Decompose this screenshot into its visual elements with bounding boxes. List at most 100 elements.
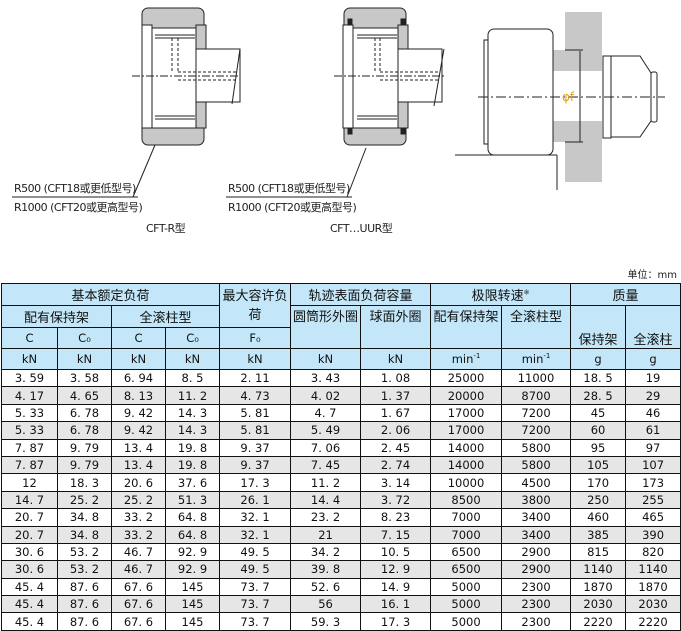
- table-cell: 34. 2: [290, 542, 362, 562]
- table-cell: 87. 6: [57, 595, 112, 614]
- middle-caption: CFT…UUR型: [330, 222, 393, 235]
- unit-label: 单位：mm: [627, 270, 677, 281]
- table-cell: 2. 11: [219, 368, 292, 388]
- table-cell: 67. 6: [111, 577, 166, 597]
- table-cell: 9. 37: [219, 455, 292, 475]
- table-cell: 4500: [501, 473, 572, 492]
- table-cell: 5000: [430, 577, 503, 597]
- cam-follower-drawings: φf: [12, 7, 665, 198]
- table-cell: 45: [570, 403, 627, 423]
- table-cell: 17000: [430, 403, 503, 423]
- table-cell: 173: [625, 473, 681, 492]
- speed-with-cage-header: 配有保持架: [430, 305, 503, 349]
- table-cell: 8500: [430, 490, 503, 510]
- table-cell: 4. 7: [290, 403, 362, 423]
- table-row: 5. 33 6. 78 9. 42 14. 3 5. 81 5. 49 2. 06 17000…: [1, 421, 681, 440]
- table-cell: 61: [625, 421, 681, 440]
- c-header: C: [1, 327, 58, 349]
- table-cell: 33. 2: [111, 525, 166, 544]
- unit-kn: kN: [164, 348, 221, 370]
- table-cell: 6. 78: [57, 421, 112, 440]
- table-cell: 7. 15: [360, 525, 432, 544]
- unit-min-text: min: [521, 352, 544, 366]
- table-cell: 1. 67: [360, 403, 432, 423]
- table-cell: 67. 6: [111, 612, 166, 631]
- table-cell: 37. 6: [164, 473, 221, 492]
- limit-speed-header: 极限转速※: [430, 283, 572, 306]
- table-cell: 460: [570, 508, 627, 527]
- table-cell: 14000: [430, 455, 503, 475]
- table-cell: 19. 8: [164, 438, 221, 457]
- table-cell: 3400: [501, 508, 572, 527]
- table-cell: 12. 9: [360, 560, 432, 579]
- table-cell: 7. 87: [1, 438, 58, 457]
- table-cell: 12: [1, 473, 58, 492]
- table-cell: 64. 8: [164, 525, 221, 544]
- table-row: 3. 59 3. 58 6. 94 8. 5 2. 11 3. 43 1. 08 25000 1…: [1, 368, 681, 388]
- table-cell: 17. 3: [360, 612, 432, 631]
- table-cell: 7000: [430, 525, 503, 544]
- table-cell: 73. 7: [219, 577, 292, 597]
- table-cell: 23. 2: [290, 508, 362, 527]
- table-cell: 29: [625, 386, 681, 405]
- table-cell: 45. 4: [1, 595, 58, 614]
- table-cell: 73. 7: [219, 612, 292, 631]
- mass-cage-header: 保持架: [570, 305, 627, 349]
- table-cell: 2220: [625, 612, 681, 631]
- spherical-header: 球面外圈: [360, 305, 432, 349]
- table-cell: 53. 2: [57, 542, 112, 562]
- table-cell: 255: [625, 490, 681, 510]
- table-cell: 170: [570, 473, 627, 492]
- table-cell: 97: [625, 438, 681, 457]
- table-cell: 53. 2: [57, 560, 112, 579]
- table-cell: 21: [290, 525, 362, 544]
- table-cell: 8. 5: [164, 368, 221, 388]
- table-cell: 14. 9: [360, 577, 432, 597]
- mass-full-header: 全滚柱: [625, 305, 681, 349]
- table-cell: 5. 81: [219, 403, 292, 423]
- table-cell: 60: [570, 421, 627, 440]
- table-cell: 59. 3: [290, 612, 362, 631]
- table-cell: 20. 7: [1, 508, 58, 527]
- table-cell: 11. 2: [290, 473, 362, 492]
- table-cell: 4. 73: [219, 386, 292, 405]
- table-body: 3. 59 3. 58 6. 94 8. 5 2. 11 3. 43 1. 08 25000 1…: [1, 368, 681, 631]
- table-cell: 145: [164, 612, 221, 631]
- unit-min-exp: -1: [543, 352, 551, 361]
- table-cell: 7. 87: [1, 455, 58, 475]
- table-cell: 14. 3: [164, 403, 221, 423]
- table-cell: 46. 7: [111, 560, 166, 579]
- max-load-header: 最大容许负荷: [219, 283, 292, 328]
- table-cell: 4. 02: [290, 386, 362, 405]
- table-cell: 10. 5: [360, 542, 432, 562]
- table-cell: 465: [625, 508, 681, 527]
- table-cell: 3400: [501, 525, 572, 544]
- table-row: 4. 17 4. 65 8. 13 11. 2 4. 73 4. 02 1. 37 20000…: [1, 386, 681, 405]
- c0-header: C₀: [57, 327, 112, 349]
- table-cell: 25. 2: [57, 490, 112, 510]
- unit-min: min-1: [430, 348, 503, 370]
- table-cell: 11000: [501, 368, 572, 388]
- table-cell: 1. 08: [360, 368, 432, 388]
- table-cell: 5. 49: [290, 421, 362, 440]
- table-cell: 3800: [501, 490, 572, 510]
- unit-kn: kN: [57, 348, 112, 370]
- table-cell: 46: [625, 403, 681, 423]
- unit-g: g: [570, 348, 627, 370]
- table-cell: 20. 7: [1, 525, 58, 544]
- c0-full-header: C₀: [164, 327, 221, 349]
- table-cell: 5800: [501, 455, 572, 475]
- table-row: 20. 7 34. 8 33. 2 64. 8 32. 1 23. 2 8. 23 7000 3…: [1, 508, 681, 527]
- table-row: 5. 33 6. 78 9. 42 14. 3 5. 81 4. 7 1. 67 17000 7…: [1, 403, 681, 423]
- table-cell: 28. 5: [570, 386, 627, 405]
- max-load-text: 最大容许负荷: [222, 288, 288, 323]
- table-cell: 3. 14: [360, 473, 432, 492]
- table-cell: 2300: [501, 577, 572, 597]
- table-cell: 92. 9: [164, 542, 221, 562]
- table-cell: 39. 8: [290, 560, 362, 579]
- left-callout-r1000: R1000 (CFT20或更高型号): [14, 201, 143, 214]
- table-cell: 51. 3: [164, 490, 221, 510]
- table-cell: 2030: [625, 595, 681, 614]
- table-row: 12 18. 3 20. 6 37. 6 17. 3 11. 2 3. 14 10000 450…: [1, 473, 681, 492]
- cft-r-drawing: [12, 7, 241, 198]
